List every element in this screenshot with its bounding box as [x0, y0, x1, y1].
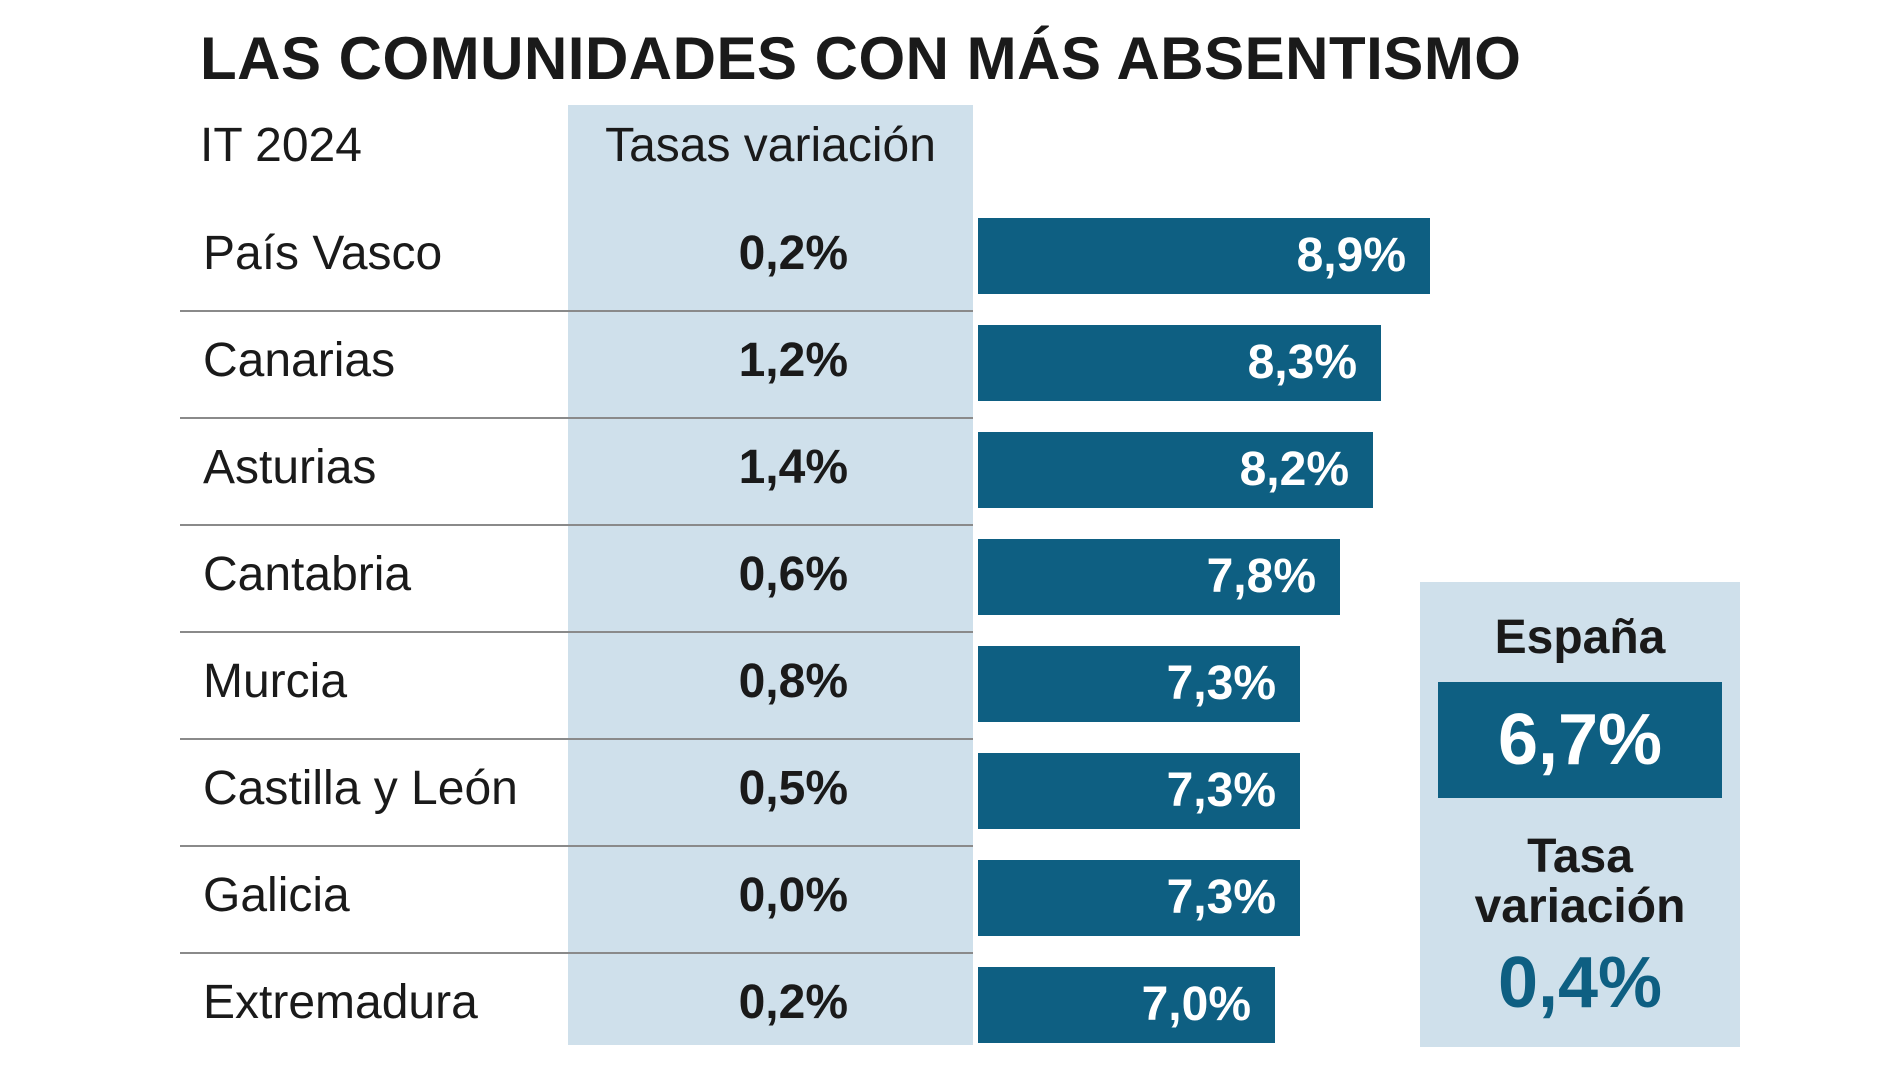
row-divider: [180, 845, 973, 847]
row-label: Asturias: [203, 441, 377, 494]
bar: 8,2%: [978, 432, 1373, 508]
variation-value: 0,6%: [738, 548, 848, 601]
bar-value-label: 7,3%: [1166, 764, 1276, 817]
row-label: Canarias: [203, 334, 396, 387]
variation-value: 0,2%: [738, 976, 848, 1029]
row-divider: [180, 631, 973, 633]
bar: 7,3%: [978, 860, 1300, 936]
bar-value-label: 7,3%: [1166, 657, 1276, 710]
row-label: Galicia: [203, 869, 350, 922]
row-divider: [180, 952, 973, 954]
bar-value-label: 7,3%: [1166, 871, 1276, 924]
row-divider: [180, 310, 973, 312]
spain-summary-panel: España 6,7% Tasa variación 0,4%: [1420, 582, 1740, 1047]
spain-value: 6,7%: [1497, 700, 1663, 780]
row-label: Cantabria: [203, 548, 412, 601]
row-label: Murcia: [203, 655, 348, 708]
spain-summary-title: España: [1494, 611, 1666, 664]
bar: 8,9%: [978, 218, 1430, 294]
variation-value: 1,2%: [738, 334, 848, 387]
bar-value-label: 8,2%: [1239, 443, 1349, 496]
bar-value-label: 8,9%: [1296, 229, 1406, 282]
row-label: Castilla y León: [203, 762, 518, 815]
variation-value: 0,0%: [738, 869, 848, 922]
spain-variation-label: Tasa variación: [1474, 830, 1686, 934]
bar: 8,3%: [978, 325, 1381, 401]
spain-value-box: 6,7%: [1438, 682, 1722, 798]
bar: 7,8%: [978, 539, 1340, 615]
bar: 7,3%: [978, 753, 1300, 829]
bar: 7,0%: [978, 967, 1275, 1043]
bar-value-label: 7,0%: [1141, 978, 1251, 1031]
variation-value: 1,4%: [738, 441, 848, 494]
variation-column-background: [568, 105, 973, 1045]
row-label: País Vasco: [203, 227, 443, 280]
chart-title: LAS COMUNIDADES CON MÁS ABSENTISMO: [200, 25, 1522, 92]
spain-variation-value: 0,4%: [1497, 943, 1663, 1023]
variation-value: 0,8%: [738, 655, 848, 708]
bar: 7,3%: [978, 646, 1300, 722]
row-label: Extremadura: [203, 976, 478, 1029]
variation-value: 0,5%: [738, 762, 848, 815]
variation-value: 0,2%: [738, 227, 848, 280]
row-divider: [180, 417, 973, 419]
bar-value-label: 8,3%: [1247, 336, 1357, 389]
chart-subtitle: IT 2024: [200, 119, 362, 172]
row-divider: [180, 524, 973, 526]
bar-value-label: 7,8%: [1206, 550, 1316, 603]
variation-column-header: Tasas variación: [605, 119, 936, 172]
row-divider: [180, 738, 973, 740]
